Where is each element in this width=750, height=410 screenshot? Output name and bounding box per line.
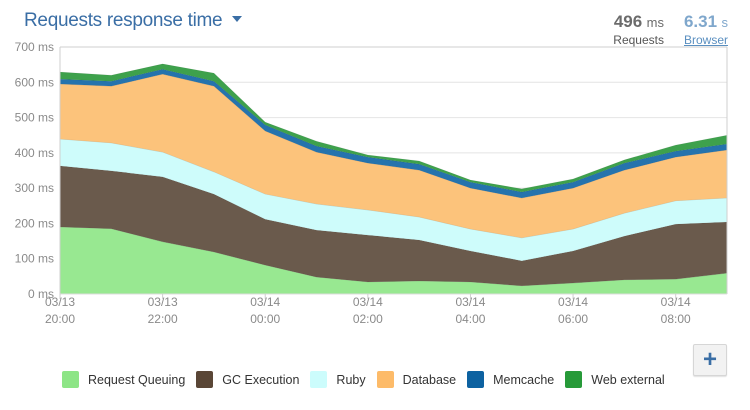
x-tick-label-date: 03/13 — [45, 295, 75, 309]
requests-label: Requests — [613, 33, 664, 47]
legend-item-memcache[interactable]: Memcache — [467, 371, 554, 388]
legend-swatch — [467, 371, 485, 388]
browser-stat: 6.31 s Browser — [684, 12, 728, 47]
browser-unit: s — [721, 15, 729, 30]
y-axis-ticks: 0 ms 100 ms 200 ms 300 ms 400 ms 500 ms 600 ms… — [15, 40, 54, 301]
x-tick-label-date: 03/14 — [455, 295, 485, 309]
y-tick-label: 700 ms — [15, 40, 54, 54]
x-tick-label-date: 03/14 — [558, 295, 588, 309]
stacked-area-chart: 0 ms 100 ms 200 ms 300 ms 400 ms 500 ms 600 ms… — [15, 40, 728, 326]
legend-item-ruby[interactable]: Ruby — [310, 371, 366, 388]
legend-item-gc-execution[interactable]: GC Execution — [196, 371, 299, 388]
legend-item-database[interactable]: Database — [376, 371, 457, 388]
legend-swatch — [196, 371, 214, 388]
legend-swatch — [376, 371, 394, 388]
legend-label: GC Execution — [222, 372, 300, 387]
chart-title: Requests response time — [24, 10, 223, 31]
requests-value: 496 — [613, 12, 643, 31]
x-tick-label-date: 03/14 — [353, 295, 383, 309]
legend-item-web-external[interactable]: Web external — [565, 371, 665, 388]
browser-link[interactable]: Browser — [683, 33, 728, 47]
x-tick-label-date: 03/14 — [661, 295, 691, 309]
series-areas — [59, 63, 728, 295]
y-tick-label: 500 ms — [15, 111, 54, 125]
browser-value: 6.31 — [683, 12, 718, 31]
legend-item-request-queuing[interactable]: Request Queuing — [62, 371, 185, 388]
y-tick-label: 600 ms — [15, 75, 54, 89]
legend-label: Database — [402, 372, 457, 387]
axes — [59, 46, 728, 298]
legend-label: Ruby — [336, 372, 366, 387]
caret-down-icon — [232, 15, 243, 22]
x-tick-label-time: 20:00 — [45, 312, 75, 326]
x-tick-label-date: 03/13 — [148, 295, 178, 309]
x-tick-label-time: 06:00 — [558, 312, 588, 326]
x-tick-label-time: 04:00 — [455, 312, 485, 326]
legend-swatch — [310, 371, 328, 388]
legend-swatch — [62, 371, 79, 388]
y-tick-label: 0 ms — [28, 287, 54, 301]
legend: Request Queuing GC Execution Ruby Database M… — [62, 371, 676, 388]
add-button[interactable]: + — [693, 344, 727, 376]
y-tick-label: 300 ms — [15, 181, 54, 195]
x-tick-label-time: 02:00 — [353, 312, 383, 326]
legend-swatch — [565, 371, 583, 388]
y-tick-label: 400 ms — [15, 146, 54, 160]
requests-stat: 496 ms Requests — [613, 12, 664, 47]
x-axis-ticks: 03/13 20:00 03/13 22:00 03/14 00:00 03/14 02:00… — [45, 294, 691, 326]
chart-title-dropdown[interactable]: Requests response time — [24, 10, 243, 32]
y-tick-label: 100 ms — [15, 252, 54, 266]
x-tick-label-time: 08:00 — [661, 312, 691, 326]
x-tick-label-time: 22:00 — [148, 312, 178, 326]
x-tick-label-time: 00:00 — [250, 312, 280, 326]
y-tick-label: 200 ms — [15, 216, 54, 230]
legend-label: Memcache — [493, 372, 555, 387]
x-tick-label-date: 03/14 — [250, 295, 280, 309]
requests-unit: ms — [646, 15, 664, 30]
legend-label: Request Queuing — [88, 372, 186, 387]
legend-label: Web external — [591, 372, 665, 387]
